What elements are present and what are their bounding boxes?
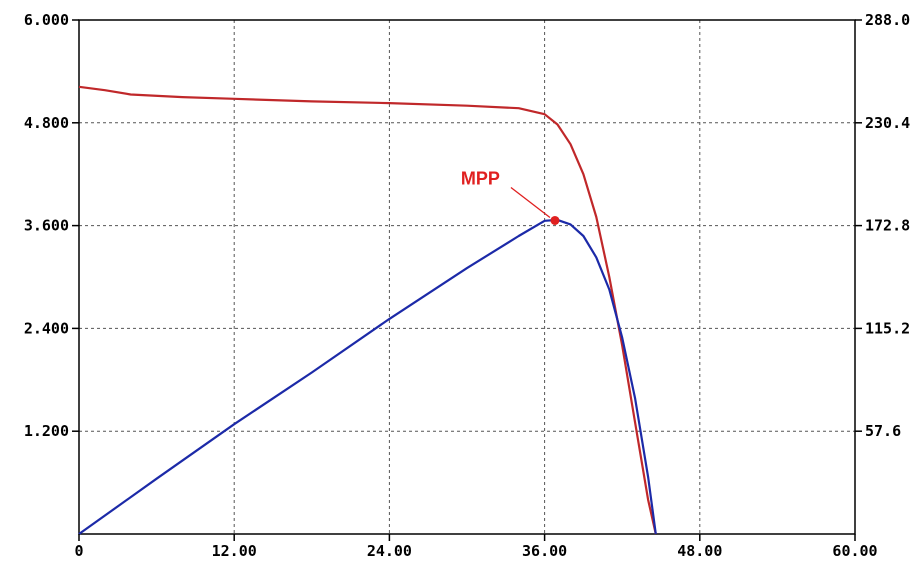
left-tick-label: 2.400 [24,319,69,337]
right-axis-ticks: 57.6 115.2 172.8 230.4 288.0 [855,11,910,440]
right-tick-label: 57.6 [865,422,901,440]
series-layer [78,85,657,535]
bottom-tick-label: 48.00 [677,542,722,560]
right-tick-label: 172.8 [865,217,910,235]
annotation-layer: MPP [461,168,560,225]
right-tick-label: 115.2 [865,319,910,337]
grid-lines [79,20,855,534]
left-axis-ticks: 1.200 2.400 3.600 4.800 6.000 [24,11,79,440]
right-tick-label: 230.4 [865,114,910,132]
power-curve-line [78,218,657,535]
mpp-leader-line [510,186,551,218]
current-curve-line [78,85,657,535]
bottom-tick-label: 0 [74,542,83,560]
left-tick-label: 1.200 [24,422,69,440]
plot-frame [78,19,856,535]
mpp-label: MPP [461,168,500,188]
left-tick-label: 6.000 [24,11,69,29]
bottom-axis-ticks: 0 12.00 24.00 36.00 48.00 60.00 [74,534,878,560]
right-tick-label: 288.0 [865,11,910,29]
mpp-point [550,215,560,225]
bottom-tick-label: 12.00 [212,542,257,560]
bottom-tick-label: 36.00 [522,542,567,560]
bottom-tick-label: 60.00 [832,542,877,560]
bottom-tick-label: 24.00 [367,542,412,560]
left-tick-label: 4.800 [24,114,69,132]
left-tick-label: 3.600 [24,217,69,235]
